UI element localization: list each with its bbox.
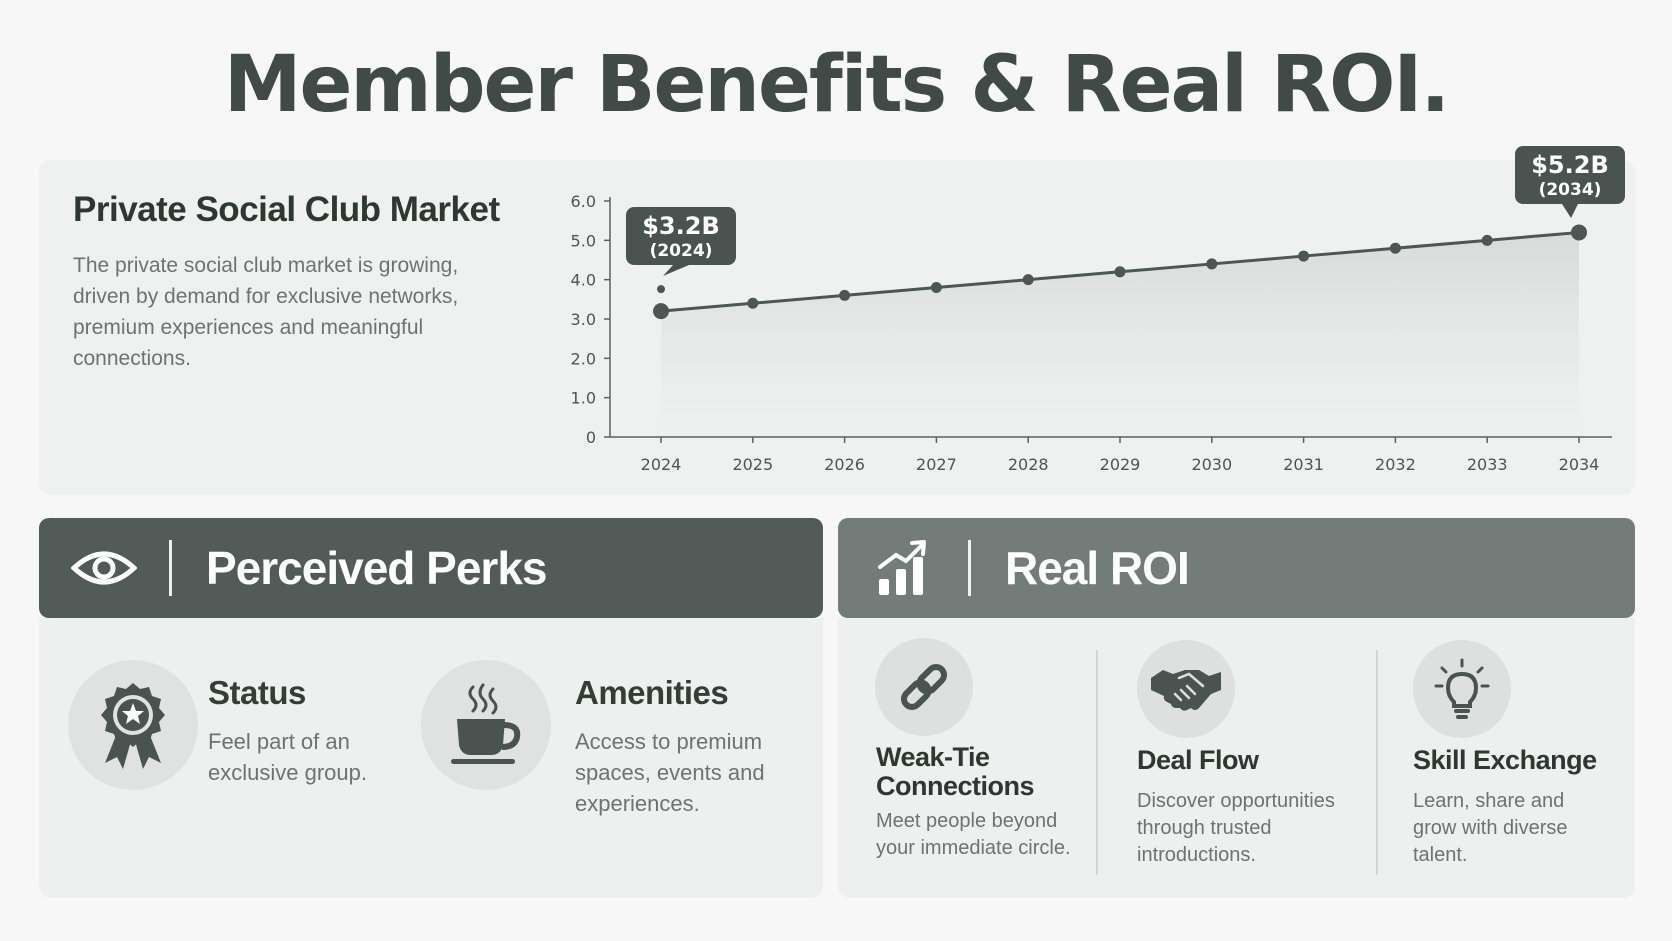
chart-area — [661, 232, 1579, 437]
callout-dot — [657, 285, 665, 294]
roi-skill-exchange-title: Skill Exchange — [1413, 746, 1597, 775]
roi-separator — [1376, 650, 1378, 875]
roi-header-title: Real ROI — [1005, 542, 1190, 594]
roi-skill-exchange-title-line: Skill Exchange — [1413, 745, 1597, 775]
roi-deal-flow-description-line: introductions. — [1137, 844, 1256, 866]
callout-box — [1515, 146, 1625, 204]
header-divider — [169, 540, 172, 596]
y-axis-ticks: 0 1.0 2.0 3.0 4.0 5.0 6.0 — [571, 192, 610, 447]
eye-icon — [39, 546, 169, 590]
roi-weak-tie-description: Meet people beyond your immediate circle… — [876, 808, 1071, 862]
x-tick-label: 2024 — [641, 455, 682, 474]
roi-weak-tie-description-line: your immediate circle. — [876, 837, 1071, 859]
roi-weak-tie-badge — [875, 638, 973, 736]
market-chart: 0 1.0 2.0 3.0 4.0 5.0 6.0 2024 2025 2026 2027 2028… — [571, 146, 1625, 474]
market-description: The private social club market is growin… — [73, 254, 459, 370]
roi-skill-exchange-description-line: talent. — [1413, 844, 1468, 866]
roi-weak-tie-title: Weak-Tie Connections — [876, 742, 1035, 801]
callout-pointer — [1562, 204, 1578, 218]
data-point — [1389, 242, 1401, 254]
data-point — [1022, 274, 1034, 286]
x-tick-label: 2028 — [1008, 455, 1049, 474]
roi-skill-exchange-description: Learn, share and grow with diverse talen… — [1413, 788, 1568, 869]
chain-link-icon — [900, 663, 948, 711]
perk-amenities-description-line: Access to premium — [575, 729, 763, 754]
perks-panel: Status Feel part of an exclusive group. … — [39, 618, 823, 898]
y-tick-label: 0 — [586, 428, 596, 447]
x-tick-label: 2031 — [1283, 455, 1324, 474]
header-divider — [968, 540, 971, 596]
coffee-cup-icon — [451, 683, 521, 764]
page-title: Member Benefits & Real ROI. — [223, 40, 1450, 130]
perk-status-description-line: Feel part of an — [208, 729, 350, 754]
roi-deal-flow-title: Deal Flow — [1137, 746, 1259, 775]
data-point — [653, 303, 669, 320]
x-tick-label: 2030 — [1191, 455, 1232, 474]
data-point — [747, 297, 759, 309]
roi-weak-tie-description-line: Meet people beyond — [876, 810, 1058, 832]
x-tick-label: 2033 — [1467, 455, 1508, 474]
callout-value: $5.2B — [1531, 151, 1609, 179]
y-tick-label: 1.0 — [571, 389, 596, 408]
roi-skill-exchange-badge — [1413, 640, 1511, 738]
roi-separator — [1096, 650, 1098, 875]
roi-header: Real ROI — [838, 518, 1635, 618]
y-tick-label: 4.0 — [571, 271, 596, 290]
rosette-star-icon — [101, 683, 165, 769]
data-point — [930, 282, 942, 294]
y-tick-label: 3.0 — [571, 310, 596, 329]
data-point — [1114, 266, 1126, 278]
x-tick-label: 2026 — [824, 455, 865, 474]
perk-status-title: Status — [208, 674, 306, 711]
roi-deal-flow-title-line: Deal Flow — [1137, 745, 1259, 775]
y-tick-label: 6.0 — [571, 192, 596, 211]
perks-header: Perceived Perks — [39, 518, 823, 618]
perk-status-badge — [68, 660, 198, 790]
perk-amenities-description-line: spaces, events and — [575, 760, 765, 785]
roi-weak-tie-title-line: Weak-Tie — [876, 742, 990, 772]
roi-deal-flow-badge — [1137, 640, 1235, 738]
callout-box — [626, 207, 736, 265]
y-tick-label: 2.0 — [571, 349, 596, 368]
callout-start: $3.2B(2024) — [626, 207, 736, 276]
data-point — [839, 289, 851, 301]
x-tick-label: 2027 — [916, 455, 957, 474]
perk-amenities-description-line: experiences. — [575, 791, 700, 816]
x-tick-label: 2032 — [1375, 455, 1416, 474]
handshake-icon — [1151, 670, 1221, 711]
data-point — [1298, 250, 1310, 262]
callout-end: $5.2B(2034) — [1515, 146, 1625, 218]
roi-skill-exchange-description-line: grow with diverse — [1413, 817, 1568, 839]
perk-status-description: Feel part of an exclusive group. — [208, 726, 367, 788]
callout-year: (2024) — [650, 241, 713, 261]
callout-pointer — [663, 265, 689, 276]
roi-skill-exchange-description-line: Learn, share and — [1413, 790, 1565, 812]
perk-status-description-line: exclusive group. — [208, 760, 367, 785]
lightbulb-icon — [1434, 658, 1490, 719]
roi-deal-flow-description: Discover opportunities through trusted i… — [1137, 788, 1335, 869]
market-title: Private Social Club Market — [73, 190, 500, 229]
x-tick-label: 2034 — [1559, 455, 1600, 474]
perk-amenities-title: Amenities — [575, 674, 729, 711]
roi-deal-flow-description-line: through trusted — [1137, 817, 1272, 839]
roi-panel: Weak-Tie Connections Meet people beyond … — [838, 618, 1635, 898]
roi-deal-flow-description-line: Discover opportunities — [1137, 790, 1335, 812]
callout-year: (2034) — [1539, 180, 1602, 200]
callout-value: $3.2B — [642, 212, 720, 240]
data-point — [1571, 224, 1587, 241]
x-tick-label: 2029 — [1100, 455, 1141, 474]
growth-chart-icon — [838, 539, 968, 597]
x-axis-ticks: 2024 2025 2026 2027 2028 2029 2030 2031 2032 2033… — [641, 437, 1600, 474]
perk-amenities-description: Access to premium spaces, events and exp… — [575, 726, 765, 819]
roi-weak-tie-title-line: Connections — [876, 771, 1035, 801]
perk-amenities-badge — [421, 660, 551, 790]
perks-header-title: Perceived Perks — [206, 542, 547, 594]
x-tick-label: 2025 — [732, 455, 773, 474]
data-point — [1206, 258, 1218, 270]
y-tick-label: 5.0 — [571, 231, 596, 250]
data-point — [1481, 234, 1493, 246]
